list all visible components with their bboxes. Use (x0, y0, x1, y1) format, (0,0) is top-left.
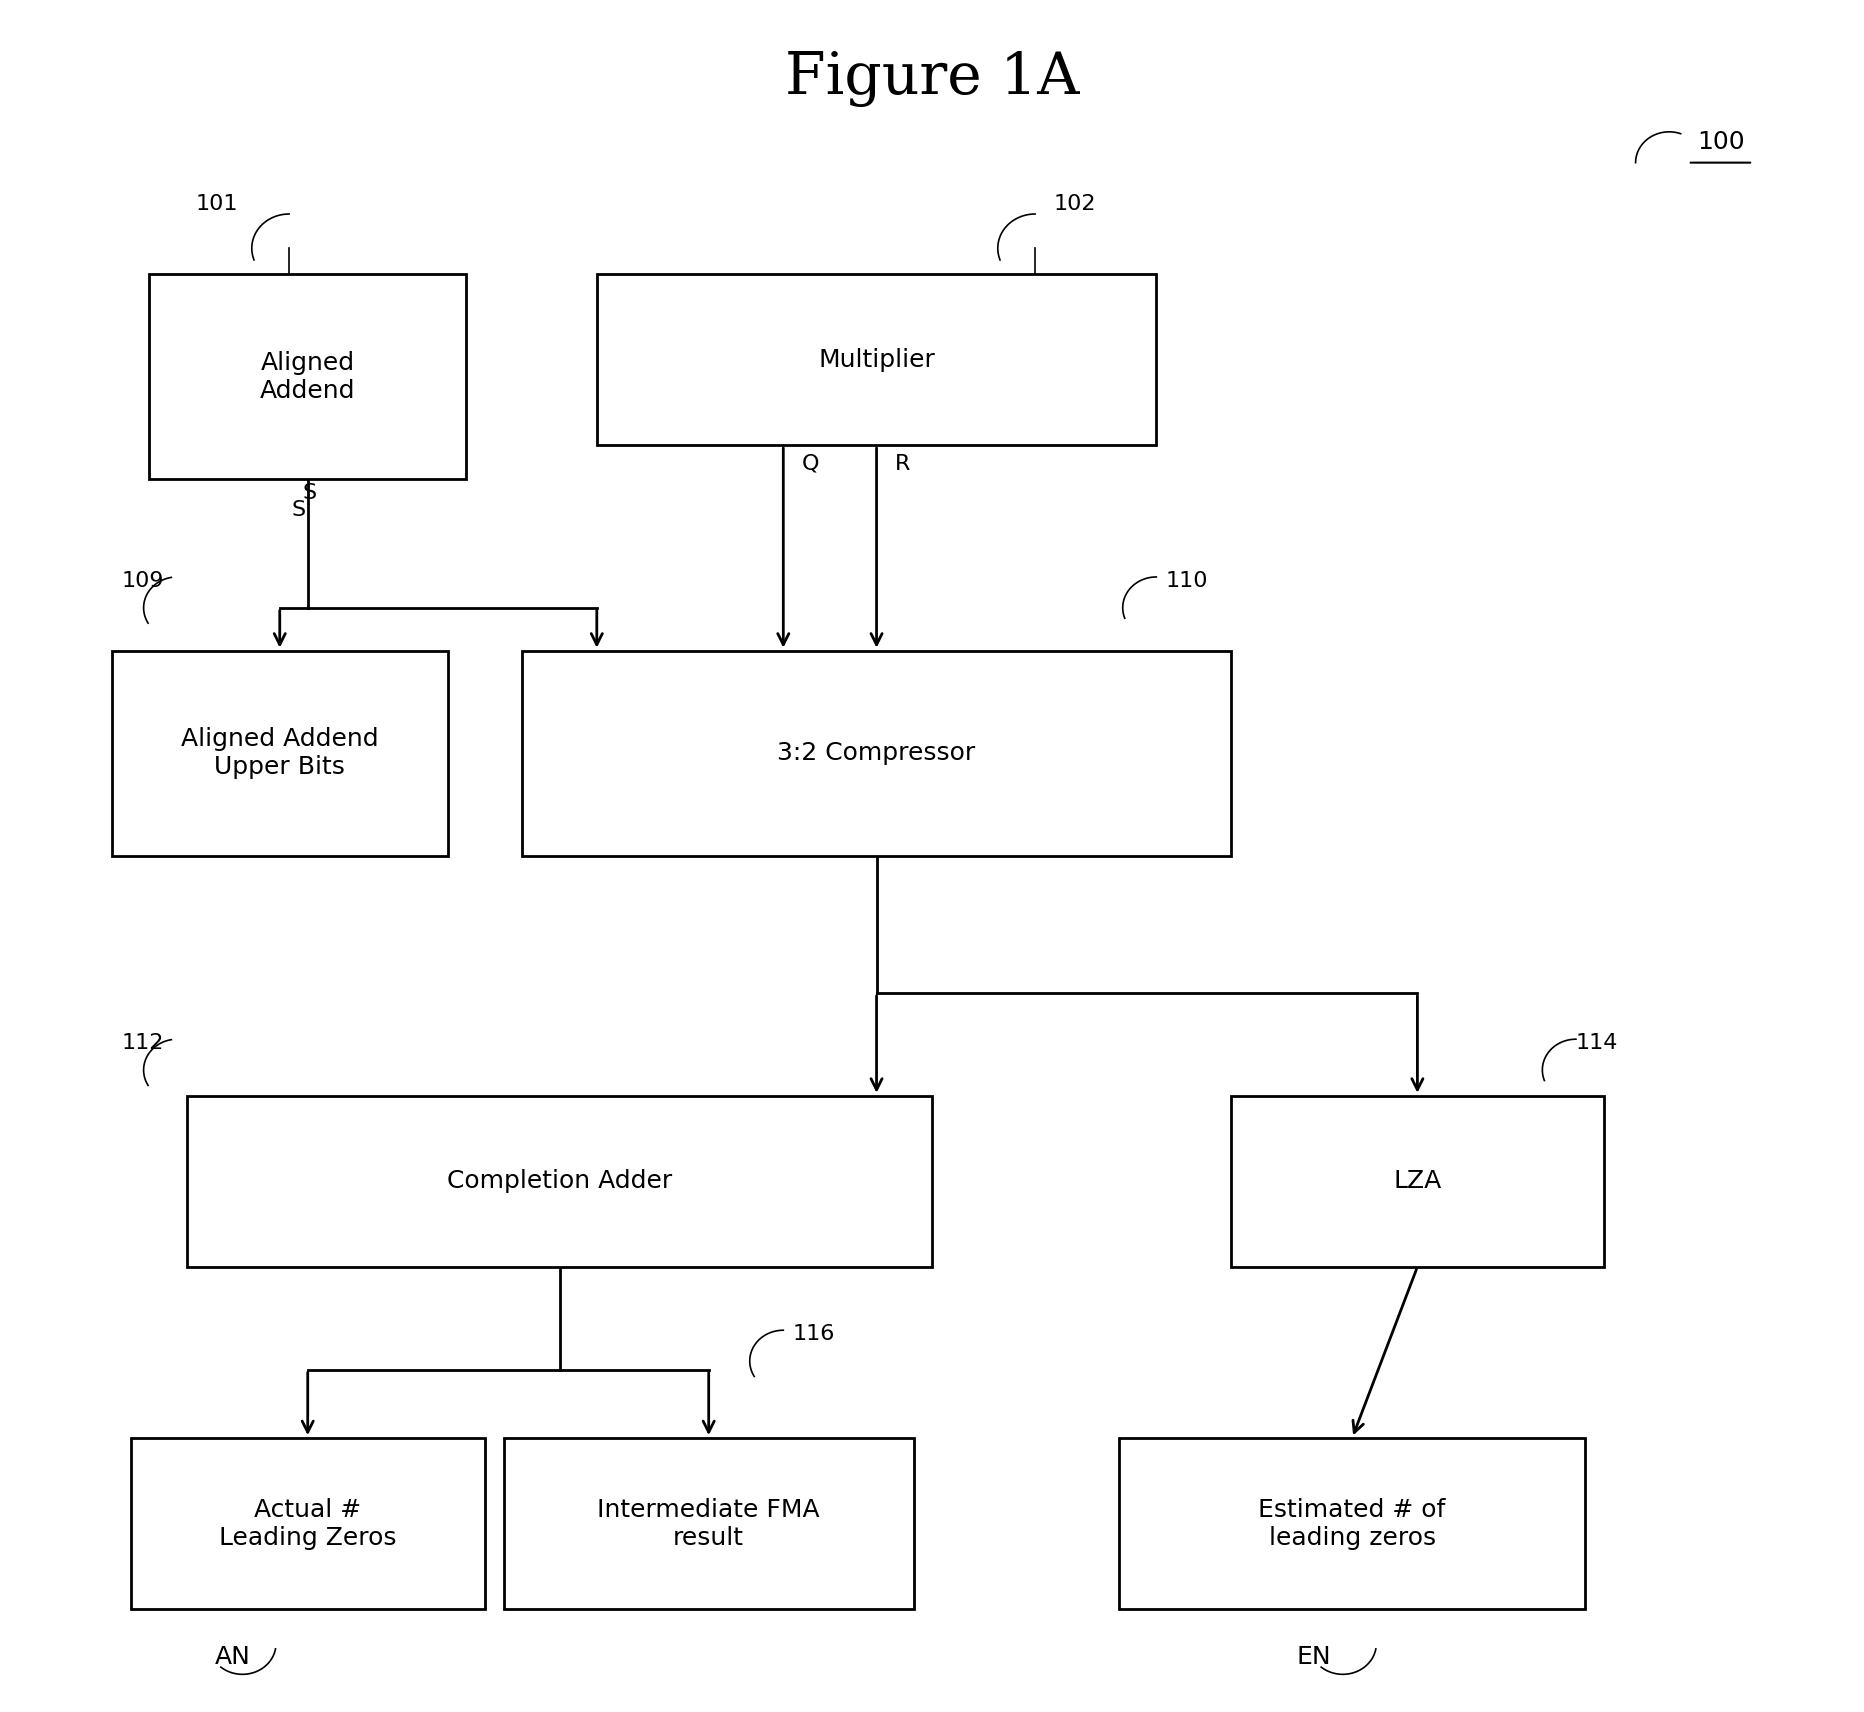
Text: Completion Adder: Completion Adder (447, 1169, 671, 1193)
Text: 109: 109 (121, 570, 164, 591)
Text: 100: 100 (1696, 130, 1745, 154)
Text: 3:2 Compressor: 3:2 Compressor (777, 741, 975, 765)
Text: 116: 116 (792, 1323, 835, 1344)
Text: Figure 1A: Figure 1A (785, 51, 1079, 108)
FancyBboxPatch shape (503, 1438, 913, 1609)
Text: Q: Q (802, 454, 818, 474)
Text: Actual #
Leading Zeros: Actual # Leading Zeros (218, 1498, 397, 1549)
Text: Estimated # of
leading zeros: Estimated # of leading zeros (1258, 1498, 1445, 1549)
Text: Multiplier: Multiplier (818, 348, 934, 372)
Text: S: S (302, 483, 317, 503)
Text: 101: 101 (196, 193, 239, 214)
FancyBboxPatch shape (1230, 1096, 1603, 1267)
Text: S: S (291, 500, 306, 520)
Text: Aligned Addend
Upper Bits: Aligned Addend Upper Bits (181, 728, 378, 779)
FancyBboxPatch shape (186, 1096, 932, 1267)
Text: EN: EN (1295, 1645, 1331, 1669)
Text: R: R (895, 454, 910, 474)
Text: 110: 110 (1165, 570, 1208, 591)
Text: 102: 102 (1053, 193, 1096, 214)
FancyBboxPatch shape (522, 651, 1230, 856)
FancyBboxPatch shape (149, 274, 466, 479)
FancyBboxPatch shape (1118, 1438, 1584, 1609)
Text: LZA: LZA (1392, 1169, 1441, 1193)
Text: 112: 112 (121, 1032, 164, 1053)
Text: Aligned
Addend: Aligned Addend (259, 351, 356, 402)
FancyBboxPatch shape (130, 1438, 485, 1609)
FancyBboxPatch shape (112, 651, 447, 856)
Text: Intermediate FMA
result: Intermediate FMA result (596, 1498, 820, 1549)
Text: AN: AN (214, 1645, 250, 1669)
FancyBboxPatch shape (596, 274, 1156, 445)
Text: 114: 114 (1575, 1032, 1618, 1053)
